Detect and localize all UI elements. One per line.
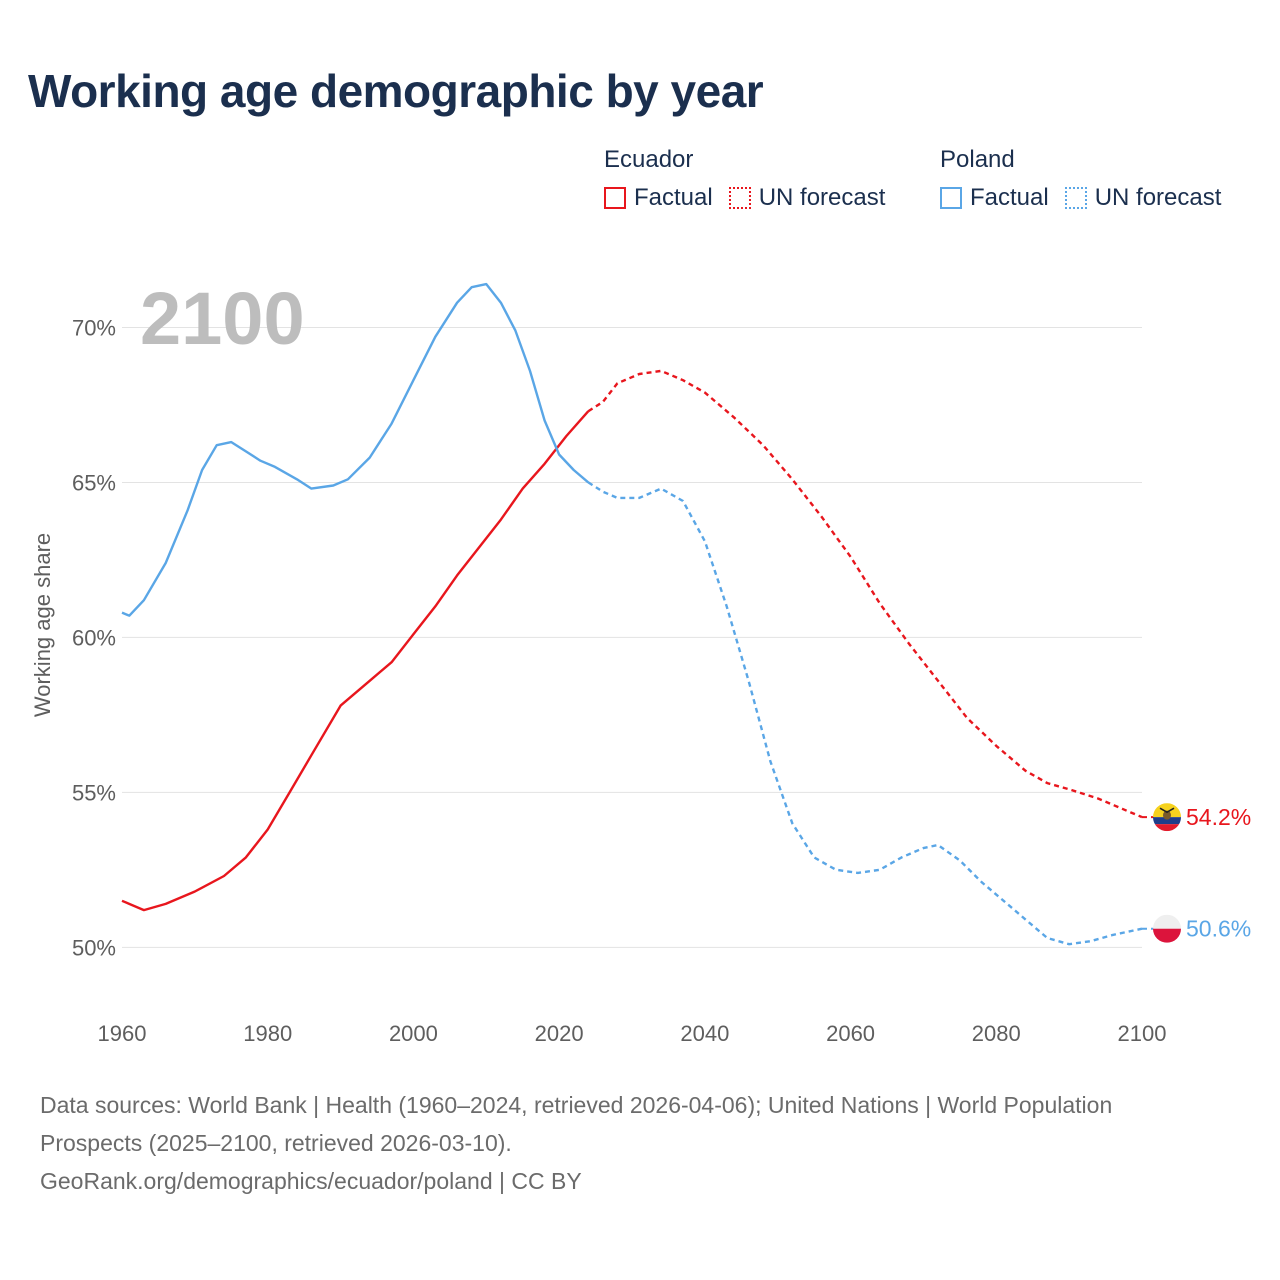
flag-stripe-yellow bbox=[1153, 803, 1181, 818]
legend-swatch-solid bbox=[604, 187, 626, 209]
ecuador-flag-icon bbox=[1153, 803, 1181, 832]
series-poland-end-label: 50.6% bbox=[1186, 916, 1251, 942]
y-tick-label: 65% bbox=[72, 470, 116, 495]
legend-swatch-dotted bbox=[1064, 187, 1087, 209]
flag-stripe-red bbox=[1153, 824, 1181, 832]
x-tick-label: 1960 bbox=[98, 1021, 147, 1046]
legend-item-ecuador-factual[interactable]: Factual bbox=[604, 184, 713, 212]
x-tick-label: 2080 bbox=[972, 1021, 1021, 1046]
series-ecuador-factual bbox=[121, 410, 590, 912]
series-ecuador-forecast bbox=[587, 369, 1143, 819]
year-label: 2100 bbox=[140, 277, 305, 360]
y-tick-label: 55% bbox=[72, 780, 116, 805]
flag-stripe-red bbox=[1153, 928, 1181, 943]
flag-emblem bbox=[1163, 810, 1171, 820]
legend-item-poland-forecast[interactable]: UN forecast bbox=[1064, 184, 1222, 212]
source-line-2[interactable]: GeoRank.org/demographics/ecuador/poland … bbox=[40, 1168, 582, 1194]
legend-country-ecuador: Ecuador bbox=[604, 146, 694, 173]
x-tick-label: 2060 bbox=[826, 1021, 875, 1046]
source-note: Data sources: World Bank | Health (1960–… bbox=[40, 1086, 1220, 1200]
x-tick-label: 2000 bbox=[389, 1021, 438, 1046]
series-poland-factual bbox=[121, 282, 590, 617]
series-ecuador-end-label: 54.2% bbox=[1186, 804, 1251, 830]
flag-stripe-blue bbox=[1153, 817, 1181, 825]
y-tick-label: 60% bbox=[72, 625, 116, 650]
x-tick-label: 2040 bbox=[680, 1021, 729, 1046]
legend-label: UN forecast bbox=[1094, 184, 1222, 211]
source-line-1: Data sources: World Bank | Health (1960–… bbox=[40, 1092, 1113, 1156]
legend-item-poland-factual[interactable]: Factual bbox=[940, 184, 1049, 212]
legend-swatch-solid bbox=[940, 187, 962, 209]
x-tick-label: 2100 bbox=[1118, 1021, 1167, 1046]
legend-item-ecuador-forecast[interactable]: UN forecast bbox=[728, 184, 886, 212]
y-axis-label: Working age share bbox=[30, 533, 55, 717]
legend-country-poland: Poland bbox=[940, 146, 1015, 173]
y-tick-label: 50% bbox=[72, 935, 116, 960]
legend-label: Factual bbox=[634, 184, 713, 211]
x-tick-label: 1980 bbox=[243, 1021, 292, 1046]
legend-poland: Poland Factual UN forecast bbox=[940, 142, 1237, 212]
legend-ecuador: Ecuador Factual UN forecast bbox=[604, 142, 901, 212]
flag-stripe-white bbox=[1153, 914, 1181, 929]
poland-flag-icon bbox=[1153, 914, 1181, 943]
series-poland-forecast bbox=[587, 481, 1143, 946]
legend-swatch-dotted bbox=[728, 187, 751, 209]
x-tick-label: 2020 bbox=[535, 1021, 584, 1046]
legend-label: UN forecast bbox=[758, 184, 886, 211]
legend-label: Factual bbox=[970, 184, 1049, 211]
flag-emblem-condor bbox=[1159, 807, 1175, 814]
y-tick-label: 70% bbox=[72, 315, 116, 340]
chart-title: Working age demographic by year bbox=[28, 65, 764, 117]
